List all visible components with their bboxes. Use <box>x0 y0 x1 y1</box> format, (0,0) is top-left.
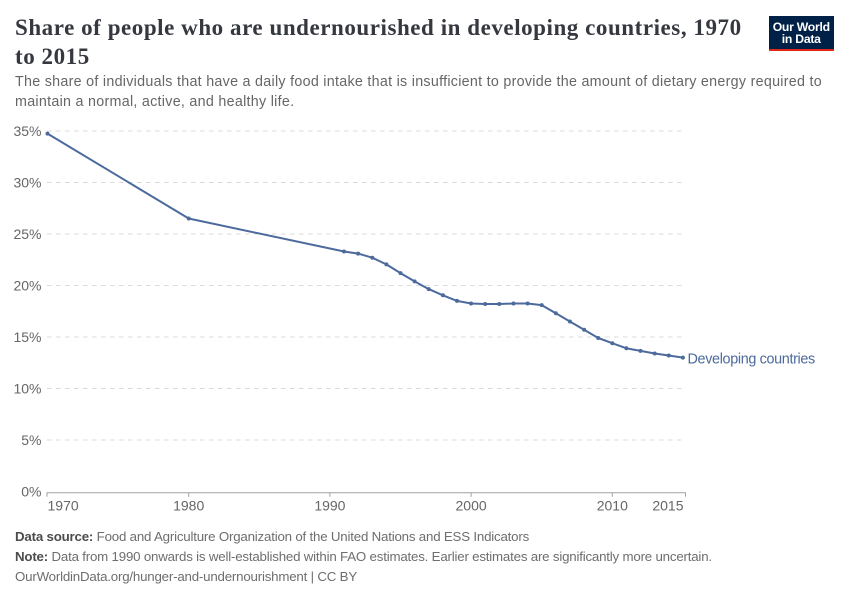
svg-text:25%: 25% <box>13 226 41 242</box>
svg-text:0%: 0% <box>21 483 41 499</box>
svg-text:2000: 2000 <box>456 497 487 513</box>
svg-text:1980: 1980 <box>173 497 204 513</box>
svg-text:2015: 2015 <box>652 497 683 513</box>
svg-text:1990: 1990 <box>314 497 345 513</box>
svg-text:Developing countries: Developing countries <box>688 352 816 368</box>
svg-text:2010: 2010 <box>597 497 628 513</box>
svg-text:10%: 10% <box>13 380 41 396</box>
svg-text:30%: 30% <box>13 174 41 190</box>
svg-text:15%: 15% <box>13 329 41 345</box>
svg-text:1970: 1970 <box>48 497 79 513</box>
svg-text:5%: 5% <box>21 432 41 448</box>
svg-text:20%: 20% <box>13 277 41 293</box>
svg-text:35%: 35% <box>13 123 41 139</box>
